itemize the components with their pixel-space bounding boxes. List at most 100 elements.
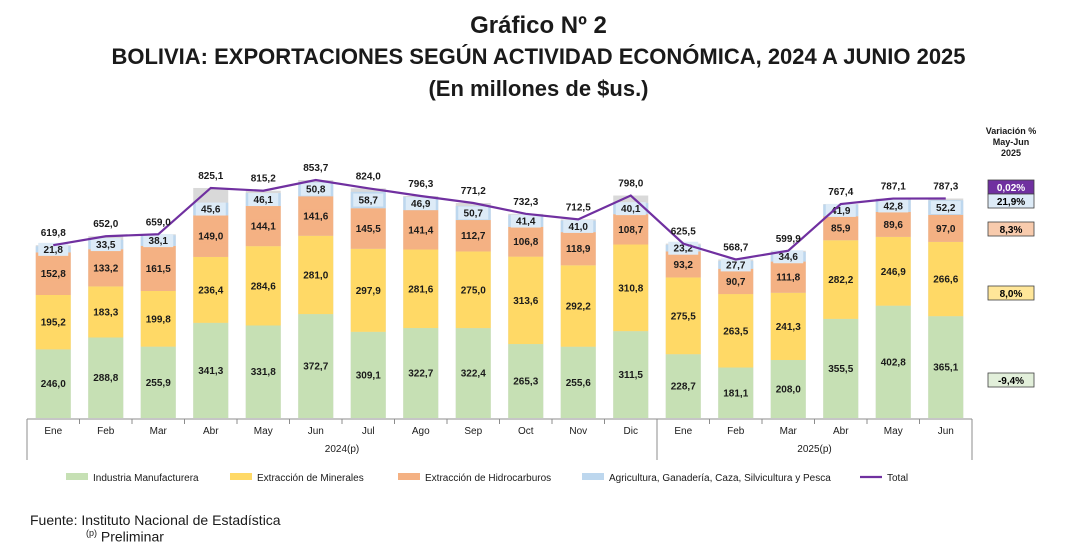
data-label-box: [615, 222, 646, 236]
data-label: 402,8: [881, 357, 906, 368]
year-group-label: 2024(p): [325, 444, 359, 455]
data-label-box: [825, 221, 856, 235]
legend-swatch: [582, 473, 604, 480]
total-label: 652,0: [93, 219, 118, 230]
legend-swatch: [66, 473, 88, 480]
data-label-box: [773, 382, 804, 396]
legend-swatch: [230, 473, 252, 480]
source-note: Fuente: Instituto Nacional de Estadístic…: [30, 512, 281, 528]
data-label: 183,3: [93, 307, 118, 318]
data-label-box: [405, 366, 436, 380]
x-tick-label: Dic: [624, 426, 638, 437]
data-label-box: [720, 324, 751, 338]
total-label: 568,7: [723, 242, 748, 253]
data-label-box: [720, 386, 751, 400]
data-label-box: [825, 361, 856, 375]
data-label-box: [353, 193, 384, 207]
data-label-box: [668, 379, 699, 393]
legend-label: Total: [887, 473, 908, 484]
data-label-box: [720, 258, 751, 272]
total-label: 771,2: [461, 186, 486, 197]
x-tick-label: Jun: [938, 426, 954, 437]
data-label: 108,7: [618, 225, 643, 236]
x-tick-label: Jun: [308, 426, 324, 437]
data-label-box: [195, 283, 226, 297]
data-label-box: [143, 261, 174, 275]
data-label: 118,9: [566, 244, 591, 255]
data-label-box: [143, 375, 174, 389]
data-label-box: [90, 305, 121, 319]
data-label-box: [248, 365, 279, 379]
x-tick-label: Ene: [44, 426, 62, 437]
data-label: 58,7: [359, 196, 379, 207]
year-group-label: 2025(p): [797, 444, 831, 455]
data-label-box: [458, 206, 489, 220]
data-label: 282,2: [828, 275, 853, 286]
data-label: 275,0: [461, 285, 486, 296]
legend-label: Extracción de Hidrocarburos: [425, 473, 551, 484]
data-label: 297,9: [356, 286, 381, 297]
data-label-box: [405, 197, 436, 211]
data-label: 246,0: [41, 379, 66, 390]
variation-value: 8,3%: [1000, 225, 1023, 236]
legend-label: Extracción de Minerales: [257, 473, 364, 484]
variation-header: Variación %: [986, 126, 1037, 136]
data-label-box: [878, 217, 909, 231]
variation-badge: [987, 221, 1035, 237]
data-label-box: [353, 221, 384, 235]
data-label: 199,8: [146, 314, 171, 325]
data-label-box: [563, 299, 594, 313]
total-label: 824,0: [356, 171, 381, 182]
data-label: 41,9: [831, 206, 851, 217]
data-label: 255,9: [146, 378, 171, 389]
data-label: 309,1: [356, 370, 381, 381]
total-label: 625,5: [671, 227, 696, 238]
data-label: 52,2: [936, 203, 956, 214]
variation-value: 21,9%: [997, 197, 1025, 208]
x-tick-label: Abr: [203, 426, 219, 437]
total-label: 732,3: [513, 197, 538, 208]
data-label-box: [668, 309, 699, 323]
data-label-box: [615, 202, 646, 216]
data-label: 46,1: [254, 195, 274, 206]
data-label-box: [878, 199, 909, 213]
data-label: 161,5: [146, 264, 171, 275]
data-label: 45,6: [201, 205, 221, 216]
variation-header: May-Jun: [993, 137, 1030, 147]
data-label-box: [143, 312, 174, 326]
preliminary-note: (p) Preliminar: [86, 528, 164, 545]
total-label: 659,0: [146, 217, 171, 228]
total-label: 787,1: [881, 182, 906, 193]
data-label: 292,2: [566, 302, 591, 313]
chart-unit-label: (En millones de $us.): [428, 76, 649, 101]
preliminary-mark: (p): [86, 528, 97, 538]
data-label: 27,7: [726, 260, 746, 271]
data-label-box: [510, 214, 541, 228]
variation-value: 8,0%: [1000, 289, 1023, 300]
data-label-box: [720, 274, 751, 288]
x-tick-label: May: [254, 426, 273, 437]
data-label: 365,1: [933, 363, 958, 374]
data-label: 38,1: [149, 236, 169, 247]
x-tick-label: Nov: [569, 426, 587, 437]
total-label: 619,8: [41, 228, 66, 239]
data-label-box: [825, 273, 856, 287]
total-label: 815,2: [251, 174, 276, 185]
x-tick-label: Sep: [464, 426, 482, 437]
data-label-box: [615, 368, 646, 382]
data-label-box: [878, 264, 909, 278]
data-label-box: [90, 238, 121, 252]
data-label: 236,4: [198, 285, 223, 296]
data-label-box: [143, 234, 174, 248]
variation-value: 0,02%: [997, 183, 1025, 194]
data-label-box: [248, 279, 279, 293]
total-label: 767,4: [828, 187, 853, 198]
x-tick-label: Mar: [780, 426, 798, 437]
data-label: 85,9: [831, 224, 851, 235]
data-label-box: [38, 242, 69, 256]
data-label: 141,4: [408, 225, 433, 236]
variation-value: -9,4%: [998, 376, 1024, 387]
data-label-box: [405, 223, 436, 237]
variation-badge: [987, 193, 1035, 209]
x-tick-label: Mar: [150, 426, 168, 437]
